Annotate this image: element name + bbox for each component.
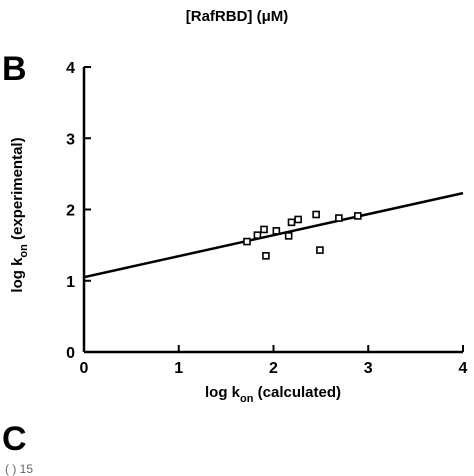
data-point — [335, 214, 343, 222]
data-point — [354, 212, 362, 220]
data-point — [312, 210, 320, 219]
x-tick-label: 1 — [174, 360, 183, 377]
data-point — [316, 246, 324, 254]
y-tick-label: 2 — [66, 203, 75, 220]
x-axis-label: log kon (calculated) — [205, 384, 341, 405]
data-point — [262, 252, 270, 260]
figure-top-label: [RafRBD] (μM) — [185, 8, 289, 25]
panel-label-b: B — [2, 50, 27, 88]
y-axis-label: log kon (experimental) — [9, 137, 30, 292]
x-tick-label: 0 — [80, 360, 89, 377]
data-point — [287, 218, 296, 227]
x-tick-label: 3 — [364, 360, 373, 377]
y-tick-label: 3 — [66, 131, 75, 148]
cropped-next-panel-fragment: ( ) 15 — [5, 462, 34, 476]
data-point — [284, 232, 293, 240]
y-tick-label: 1 — [66, 274, 75, 291]
y-tick-label: 0 — [66, 345, 75, 362]
data-point — [260, 225, 268, 234]
y-tick-label: 4 — [66, 60, 75, 77]
panel-label-c: C — [2, 420, 27, 458]
data-point — [272, 227, 281, 235]
fit-line — [83, 191, 464, 279]
data-point — [243, 237, 251, 246]
x-tick-label: 2 — [269, 360, 278, 377]
x-tick-label: 4 — [459, 360, 468, 377]
data-point — [294, 215, 302, 224]
data-point — [253, 231, 262, 239]
